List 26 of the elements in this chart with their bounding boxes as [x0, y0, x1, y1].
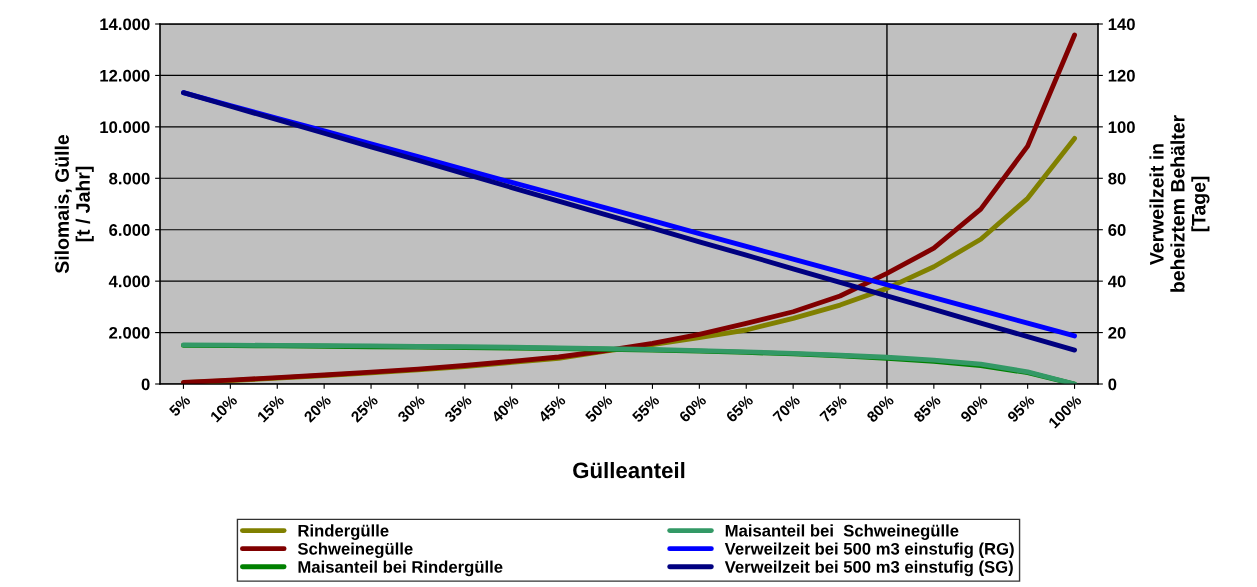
x-tick-label: 5%: [168, 394, 192, 417]
y-tick-label: 12.000: [100, 69, 150, 82]
legend-label: Maisanteil bei Schweinegülle: [725, 524, 959, 540]
legend-label: Schweinegülle: [297, 542, 413, 559]
legend-label: Rindergülle: [298, 524, 389, 540]
y-tick-label: 14.000: [100, 18, 150, 31]
y2-tick-label: 60: [1108, 224, 1126, 236]
y2-tick-label: 140: [1108, 18, 1135, 31]
legend-label: Maisanteil bei Rindergülle: [298, 560, 503, 577]
y2-axis-title: Verweilzeit in beheiztem Behälter [Tage]: [1149, 115, 1210, 292]
y2-tick-label: 120: [1108, 69, 1135, 82]
y-axis-title: Silomais, Gülle [t / Jahr]: [54, 134, 94, 274]
y2-tick-label: 40: [1107, 275, 1126, 288]
y-tick-label: 0: [141, 378, 150, 391]
y-tick-label: 2.000: [109, 326, 150, 339]
x-axis-title: Gülleanteil: [573, 461, 685, 479]
y2-tick-label: 80: [1108, 172, 1126, 185]
y-tick-label: 4.000: [108, 275, 150, 288]
y2-tick-label: 0: [1108, 378, 1117, 391]
y2-tick-label: 20: [1108, 326, 1126, 339]
y-tick-label: 8.000: [109, 172, 150, 185]
y-tick-label: 6.000: [109, 224, 150, 236]
y-tick-label: 10.000: [100, 121, 150, 134]
legend-label: Verweilzeit bei 500 m3 einstufig (RG): [724, 542, 1014, 559]
legend-label: Verweilzeit bei 500 m3 einstufig (SG): [724, 560, 1013, 577]
y2-tick-label: 100: [1108, 121, 1135, 134]
